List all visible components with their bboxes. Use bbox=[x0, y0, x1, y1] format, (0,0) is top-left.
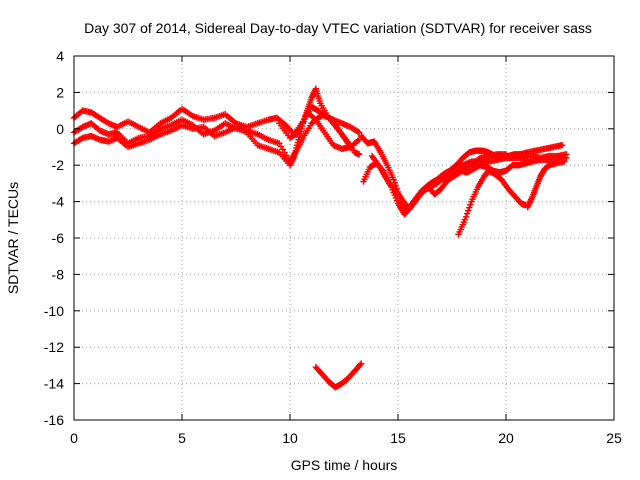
y-tick-label: -8 bbox=[52, 266, 65, 282]
y-tick-label: 4 bbox=[56, 48, 64, 64]
data-point bbox=[355, 136, 363, 143]
y-tick-label: 0 bbox=[56, 121, 64, 137]
data-point bbox=[357, 361, 364, 368]
chart-title: Day 307 of 2014, Sidereal Day-to-day VTE… bbox=[84, 20, 592, 36]
y-tick-label: 2 bbox=[56, 84, 64, 100]
x-axis-label: GPS time / hours bbox=[291, 457, 398, 473]
x-tick-label: 0 bbox=[70, 430, 78, 446]
data-point bbox=[462, 213, 470, 220]
data-point bbox=[347, 143, 354, 151]
data-point bbox=[301, 115, 308, 123]
y-tick-label: -4 bbox=[52, 194, 65, 210]
data-point bbox=[299, 119, 307, 126]
y-tick-label: -10 bbox=[44, 303, 64, 319]
y-tick-label: -12 bbox=[44, 339, 64, 355]
data-point bbox=[355, 129, 363, 136]
series-track-k bbox=[312, 360, 365, 391]
data-point bbox=[558, 141, 566, 149]
series-track-d bbox=[276, 109, 354, 153]
data-point bbox=[502, 151, 510, 158]
data-point bbox=[358, 360, 365, 367]
data-series bbox=[70, 85, 570, 391]
y-tick-label: -6 bbox=[52, 230, 65, 246]
series-track-h bbox=[455, 167, 529, 238]
grid bbox=[74, 56, 614, 420]
data-point bbox=[467, 201, 474, 208]
data-point bbox=[465, 207, 472, 214]
series-track-j bbox=[442, 151, 510, 185]
x-tick-label: 20 bbox=[498, 430, 514, 446]
series-track-i bbox=[524, 158, 568, 211]
x-tick-label: 10 bbox=[282, 430, 298, 446]
data-point bbox=[563, 154, 570, 162]
data-point bbox=[296, 125, 304, 133]
data-point bbox=[391, 179, 398, 186]
data-point bbox=[298, 122, 305, 129]
data-point bbox=[378, 166, 385, 173]
x-tick-label: 25 bbox=[606, 430, 622, 446]
y-tick-label: -2 bbox=[52, 157, 65, 173]
data-point bbox=[295, 129, 302, 136]
y-axis-label: SDTVAR / TECUs bbox=[5, 182, 21, 294]
x-tick-label: 15 bbox=[390, 430, 406, 446]
data-point bbox=[466, 204, 473, 211]
data-point bbox=[355, 151, 363, 158]
x-tick-label: 5 bbox=[178, 430, 186, 446]
data-point bbox=[561, 158, 568, 165]
data-point bbox=[463, 210, 471, 217]
y-tick-label: -16 bbox=[44, 412, 64, 428]
y-tick-label: -14 bbox=[44, 376, 64, 392]
data-point bbox=[390, 176, 397, 183]
data-point bbox=[461, 216, 469, 223]
